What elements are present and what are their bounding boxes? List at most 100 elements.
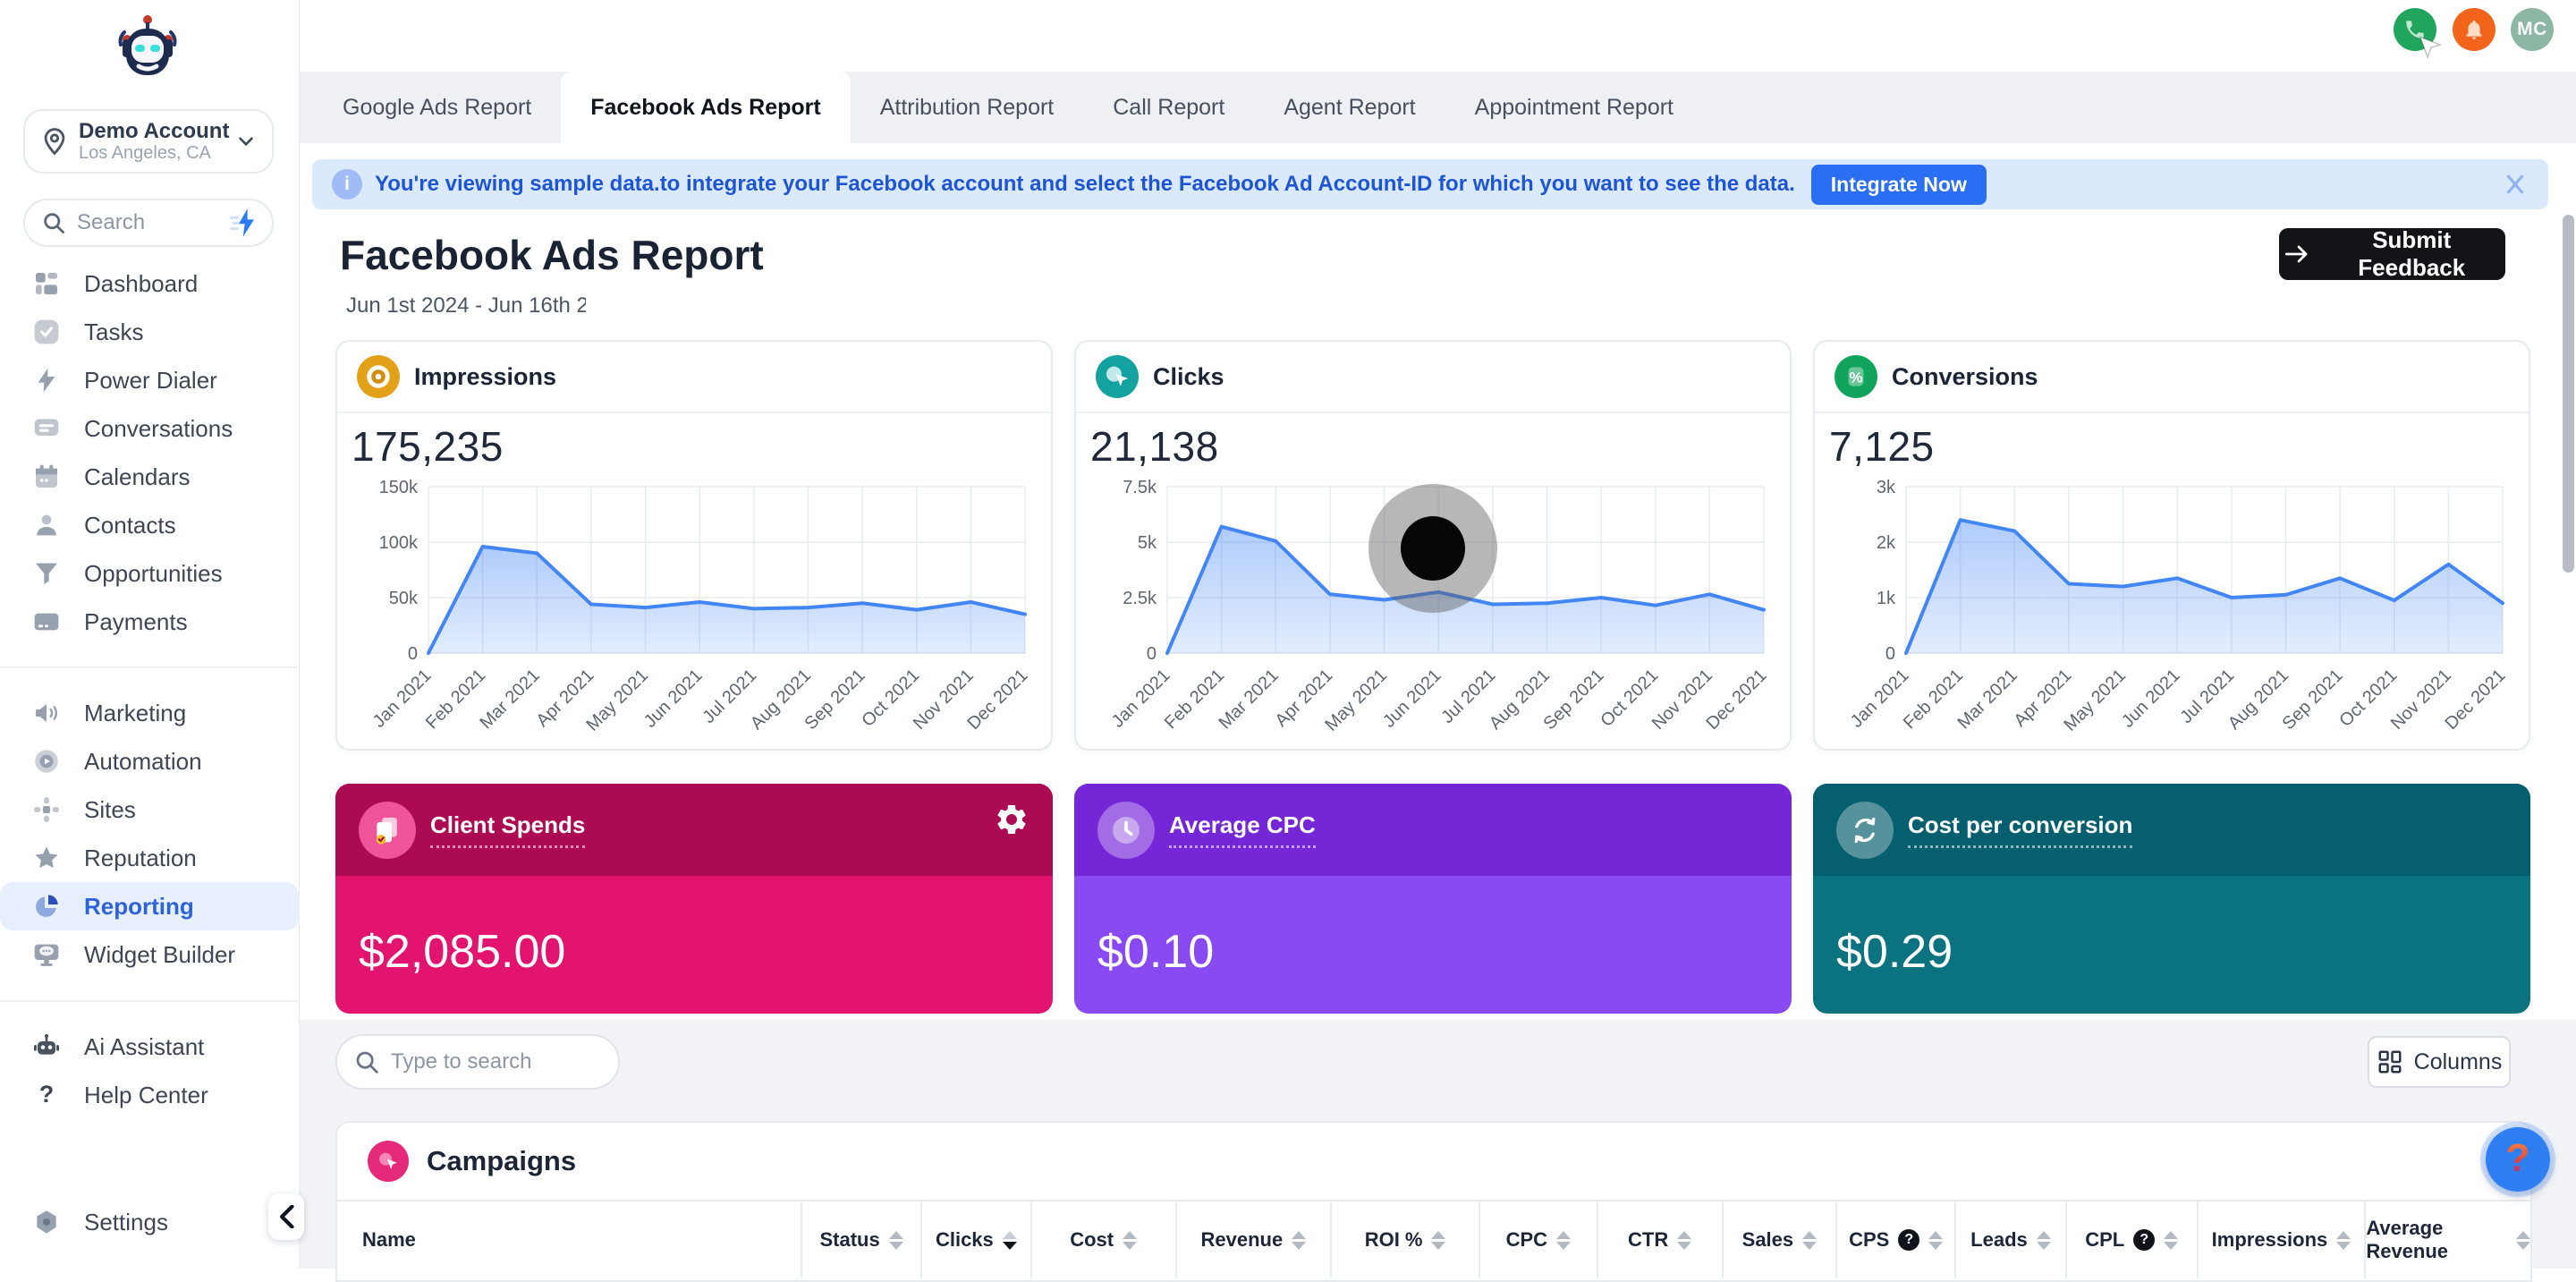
column-label: Name bbox=[362, 1228, 416, 1252]
tab-google-ads-report[interactable]: Google Ads Report bbox=[313, 72, 561, 143]
sort-carets-icon[interactable] bbox=[2164, 1231, 2178, 1250]
notifications-button[interactable] bbox=[2453, 8, 2496, 51]
sort-carets-icon[interactable] bbox=[1928, 1231, 1943, 1250]
svg-text:Mar 2021: Mar 2021 bbox=[477, 666, 544, 733]
sidebar-item-help-center[interactable]: ?Help Center bbox=[0, 1071, 299, 1119]
sort-carets-icon[interactable] bbox=[2516, 1231, 2530, 1250]
column-header-cost[interactable]: Cost bbox=[1030, 1201, 1175, 1278]
sidebar-item-reporting[interactable]: Reporting bbox=[0, 882, 299, 930]
gear-icon[interactable] bbox=[994, 802, 1030, 837]
bell-icon bbox=[2462, 18, 2486, 41]
close-icon[interactable] bbox=[2502, 171, 2529, 198]
column-header-cps[interactable]: CPS? bbox=[1835, 1201, 1954, 1278]
sidebar-item-label: Calendars bbox=[84, 463, 191, 491]
help-circle-icon[interactable]: ? bbox=[1898, 1229, 1919, 1251]
table-search[interactable] bbox=[335, 1034, 620, 1090]
submit-feedback-button[interactable]: Submit Feedback bbox=[2279, 228, 2505, 280]
sort-carets-icon[interactable] bbox=[889, 1231, 903, 1250]
sort-carets-icon[interactable] bbox=[1677, 1231, 1691, 1250]
search-icon bbox=[41, 210, 66, 235]
column-label: CPL bbox=[2085, 1228, 2124, 1252]
sidebar-item-ai-assistant[interactable]: Ai Assistant bbox=[0, 1023, 299, 1071]
svg-text:0: 0 bbox=[408, 644, 418, 664]
sidebar-item-label: Widget Builder bbox=[84, 941, 235, 969]
tab-facebook-ads-report[interactable]: Facebook Ads Report bbox=[561, 72, 850, 143]
search-icon bbox=[353, 1049, 380, 1075]
column-header-cpl[interactable]: CPL? bbox=[2065, 1201, 2197, 1278]
column-header-revenue[interactable]: Revenue bbox=[1175, 1201, 1331, 1278]
campaigns-cursor-click-icon bbox=[368, 1141, 409, 1182]
tab-call-report[interactable]: Call Report bbox=[1083, 72, 1254, 143]
sidebar-item-widget-builder[interactable]: Widget Builder bbox=[0, 930, 299, 979]
sidebar-item-contacts[interactable]: Contacts bbox=[0, 501, 299, 549]
sort-carets-icon[interactable] bbox=[2037, 1231, 2051, 1250]
sort-carets-icon[interactable] bbox=[2336, 1231, 2351, 1250]
app-logo robot-logo-icon bbox=[112, 13, 183, 82]
column-header-sales[interactable]: Sales bbox=[1722, 1201, 1836, 1278]
tab-attribution-report[interactable]: Attribution Report bbox=[851, 72, 1084, 143]
location-pin-icon bbox=[39, 126, 70, 157]
sort-carets-icon[interactable] bbox=[1556, 1231, 1571, 1250]
report-tabs: Google Ads ReportFacebook Ads ReportAttr… bbox=[299, 72, 2576, 143]
sort-carets-icon[interactable] bbox=[1292, 1231, 1306, 1250]
sidebar-item-conversations[interactable]: Conversations bbox=[0, 404, 299, 453]
kpi-card-header: Average CPC bbox=[1074, 784, 1792, 876]
sidebar-item-tasks[interactable]: Tasks bbox=[0, 308, 299, 356]
sort-carets-icon[interactable] bbox=[1431, 1231, 1445, 1250]
speed-bolt-icon[interactable] bbox=[229, 208, 259, 238]
sidebar-collapse-button[interactable] bbox=[268, 1193, 304, 1240]
sidebar-item-opportunities[interactable]: Opportunities bbox=[0, 549, 299, 598]
sidebar-item-reputation[interactable]: Reputation bbox=[0, 834, 299, 882]
user-avatar[interactable]: MC bbox=[2511, 8, 2554, 51]
column-header-leads[interactable]: Leads bbox=[1954, 1201, 2065, 1278]
sidebar-item-sites[interactable]: Sites bbox=[0, 785, 299, 834]
contacts-icon bbox=[32, 511, 61, 539]
integrate-now-button[interactable]: Integrate Now bbox=[1811, 165, 1987, 205]
date-range[interactable]: Jun 1st 2024 - Jun 16th 2024 bbox=[346, 293, 586, 318]
column-header-cpc[interactable]: CPC bbox=[1479, 1201, 1597, 1278]
column-label: Clicks bbox=[936, 1228, 994, 1252]
column-header-ctr[interactable]: CTR bbox=[1597, 1201, 1722, 1278]
tab-appointment-report[interactable]: Appointment Report bbox=[1445, 72, 1703, 143]
scrollbar-thumb[interactable] bbox=[2563, 215, 2574, 573]
sidebar-search-input[interactable] bbox=[75, 209, 229, 236]
kpi-card-value: $2,085.00 bbox=[359, 925, 565, 979]
svg-text:2.5k: 2.5k bbox=[1123, 589, 1157, 608]
column-header-name: Name bbox=[337, 1201, 801, 1278]
svg-text:150k: 150k bbox=[379, 478, 419, 497]
column-header-clicks[interactable]: Clicks bbox=[920, 1201, 1030, 1278]
sidebar-item-marketing[interactable]: Marketing bbox=[0, 689, 299, 737]
sidebar-item-settings[interactable]: Settings bbox=[0, 1198, 299, 1246]
sidebar-item-label: Sites bbox=[84, 796, 136, 824]
sort-carets-icon[interactable] bbox=[1003, 1231, 1017, 1250]
tab-agent-report[interactable]: Agent Report bbox=[1254, 72, 1445, 143]
column-label: Impressions bbox=[2212, 1228, 2328, 1252]
sidebar-item-dashboard[interactable]: Dashboard bbox=[0, 259, 299, 308]
sidebar-item-power-dialer[interactable]: Power Dialer bbox=[0, 356, 299, 404]
sidebar-item-calendars[interactable]: Calendars bbox=[0, 453, 299, 501]
help-circle-icon[interactable]: ? bbox=[2133, 1229, 2155, 1251]
sidebar-item-automation[interactable]: Automation bbox=[0, 737, 299, 785]
page-title: Facebook Ads Report bbox=[340, 231, 764, 279]
sidebar-item-label: Conversations bbox=[84, 415, 233, 443]
column-header-roi-[interactable]: ROI % bbox=[1330, 1201, 1479, 1278]
table-search-input[interactable] bbox=[389, 1049, 618, 1075]
column-header-impressions[interactable]: Impressions bbox=[2197, 1201, 2365, 1278]
stat-card-title: Impressions bbox=[414, 363, 556, 391]
sort-carets-icon[interactable] bbox=[1802, 1231, 1817, 1250]
column-header-average-revenue[interactable]: Average Revenue bbox=[2364, 1201, 2530, 1278]
svg-text:3k: 3k bbox=[1877, 478, 1896, 497]
marketing-icon bbox=[32, 699, 61, 727]
sidebar-search[interactable] bbox=[23, 199, 274, 247]
help-fab-button[interactable]: ? bbox=[2486, 1127, 2550, 1192]
sidebar-item-payments[interactable]: Payments bbox=[0, 598, 299, 646]
columns-button[interactable]: Columns bbox=[2368, 1036, 2511, 1088]
sidebar: Demo Account Los Angeles, CA DashboardTa… bbox=[0, 0, 300, 1269]
svg-text:50k: 50k bbox=[389, 589, 419, 608]
sort-carets-icon[interactable] bbox=[1123, 1231, 1137, 1250]
column-header-status[interactable]: Status bbox=[801, 1201, 920, 1278]
help-center-icon: ? bbox=[32, 1081, 61, 1109]
account-selector[interactable]: Demo Account Los Angeles, CA bbox=[23, 109, 274, 174]
stat-card-value: 175,235 bbox=[352, 422, 504, 471]
svg-text:Mar 2021: Mar 2021 bbox=[1216, 666, 1283, 733]
